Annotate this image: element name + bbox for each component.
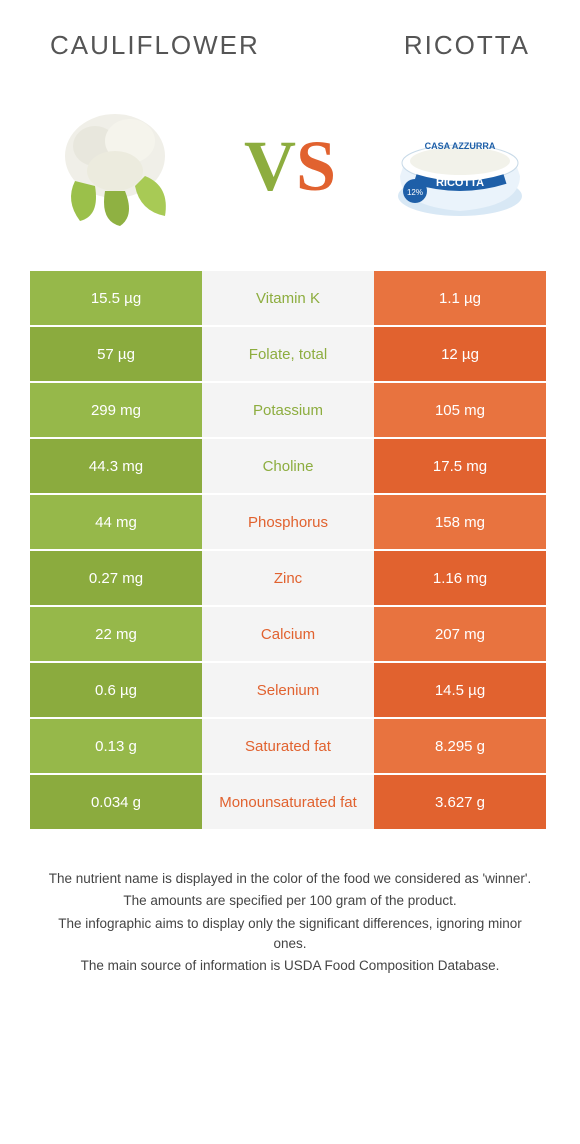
- right-value: 158 mg: [374, 495, 546, 549]
- footnote-line: The nutrient name is displayed in the co…: [40, 869, 540, 889]
- right-value: 105 mg: [374, 383, 546, 437]
- nutrient-name: Calcium: [202, 607, 374, 661]
- right-value: 8.295 g: [374, 719, 546, 773]
- nutrient-name: Phosphorus: [202, 495, 374, 549]
- svg-text:12%: 12%: [407, 188, 423, 197]
- footnotes: The nutrient name is displayed in the co…: [40, 869, 540, 976]
- nutrient-name: Saturated fat: [202, 719, 374, 773]
- nutrient-name: Folate, total: [202, 327, 374, 381]
- footnote-line: The infographic aims to display only the…: [40, 914, 540, 955]
- left-value: 0.13 g: [30, 719, 202, 773]
- left-value: 44.3 mg: [30, 439, 202, 493]
- nutrient-name: Zinc: [202, 551, 374, 605]
- table-row: 0.034 gMonounsaturated fat3.627 g: [30, 775, 550, 829]
- left-value: 44 mg: [30, 495, 202, 549]
- right-value: 3.627 g: [374, 775, 546, 829]
- cauliflower-icon: [40, 86, 200, 246]
- left-value: 22 mg: [30, 607, 202, 661]
- images-row: VS CASA AZZURRA RICOTTA 12%: [0, 71, 580, 271]
- table-row: 15.5 µgVitamin K1.1 µg: [30, 271, 550, 325]
- vs-v-letter: V: [244, 126, 296, 206]
- left-value: 299 mg: [30, 383, 202, 437]
- svg-text:CASA AZZURRA: CASA AZZURRA: [425, 141, 496, 151]
- nutrient-name: Potassium: [202, 383, 374, 437]
- table-row: 22 mgCalcium207 mg: [30, 607, 550, 661]
- right-value: 1.16 mg: [374, 551, 546, 605]
- table-row: 44.3 mgCholine17.5 mg: [30, 439, 550, 493]
- footnote-line: The main source of information is USDA F…: [40, 956, 540, 976]
- table-row: 0.6 µgSelenium14.5 µg: [30, 663, 550, 717]
- nutrient-name: Selenium: [202, 663, 374, 717]
- vs-label: VS: [244, 125, 336, 208]
- ricotta-icon: CASA AZZURRA RICOTTA 12%: [380, 86, 540, 246]
- svg-text:RICOTTA: RICOTTA: [436, 177, 484, 189]
- nutrient-name: Vitamin K: [202, 271, 374, 325]
- table-row: 299 mgPotassium105 mg: [30, 383, 550, 437]
- nutrient-name: Monounsaturated fat: [202, 775, 374, 829]
- vs-s-letter: S: [296, 126, 336, 206]
- left-value: 15.5 µg: [30, 271, 202, 325]
- table-row: 0.13 gSaturated fat8.295 g: [30, 719, 550, 773]
- right-value: 14.5 µg: [374, 663, 546, 717]
- table-row: 44 mgPhosphorus158 mg: [30, 495, 550, 549]
- left-value: 0.034 g: [30, 775, 202, 829]
- left-value: 0.27 mg: [30, 551, 202, 605]
- right-value: 12 µg: [374, 327, 546, 381]
- nutrient-name: Choline: [202, 439, 374, 493]
- nutrient-table: 15.5 µgVitamin K1.1 µg57 µgFolate, total…: [30, 271, 550, 829]
- footnote-line: The amounts are specified per 100 gram o…: [40, 891, 540, 911]
- right-value: 17.5 mg: [374, 439, 546, 493]
- right-value: 1.1 µg: [374, 271, 546, 325]
- table-row: 57 µgFolate, total12 µg: [30, 327, 550, 381]
- header: CAULIFLOWER RICOTTA: [0, 0, 580, 71]
- left-value: 0.6 µg: [30, 663, 202, 717]
- right-food-title: RICOTTA: [404, 30, 530, 61]
- left-value: 57 µg: [30, 327, 202, 381]
- right-value: 207 mg: [374, 607, 546, 661]
- table-row: 0.27 mgZinc1.16 mg: [30, 551, 550, 605]
- left-food-title: CAULIFLOWER: [50, 30, 260, 61]
